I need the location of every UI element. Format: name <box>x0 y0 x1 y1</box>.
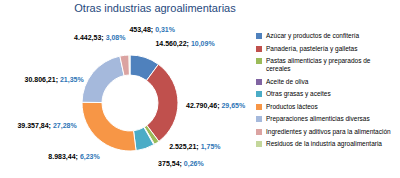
svg-text:2.525,21; 1,75%: 2.525,21; 1,75% <box>169 142 221 150</box>
html-text:Panadería, pastelería y gallet: Panadería, pastelería y galletas <box>266 44 358 52</box>
svg-text:30.806,21; 21,35%: 30.806,21; 21,35% <box>25 76 85 84</box>
svg-text:14.560,22; 10,09%: 14.560,22; 10,09% <box>155 39 215 47</box>
html-text:Ingredientes y aditivos para l: Ingredientes y aditivos para la alimenta… <box>266 127 391 135</box>
svg-text:4.442,53; 3,08%: 4.442,53; 3,08% <box>74 34 126 42</box>
html-text:Otras industrias agroalimentar: Otras industrias agroalimentarias <box>74 2 236 14</box>
html-text:Pastas alimenticias y preparad: Pastas alimenticias y preparados de cere… <box>266 57 371 72</box>
svg-text:8.983,44; 6,23%: 8.983,44; 6,23% <box>48 153 100 161</box>
html-text:Productos lácteos: Productos lácteos <box>266 102 318 110</box>
svg-text:39.357,84; 27,28%: 39.357,84; 27,28% <box>17 121 77 129</box>
html-text:Residuos de la industria agroa: Residuos de la industria agroalimentaria <box>266 140 382 147</box>
svg-text:453,48; 0,31%: 453,48; 0,31% <box>129 26 175 34</box>
html-text:Otras grasas y aceites: Otras grasas y aceites <box>266 90 331 97</box>
html-text:Preparaciones alimenticias div: Preparaciones alimenticias diversas <box>266 115 370 122</box>
html-text:Aceite de oliva: Aceite de oliva <box>266 77 309 85</box>
svg-text:42.790,46; 29,65%: 42.790,46; 29,65% <box>186 101 246 109</box>
html-text:Azúcar y productos de confiter: Azúcar y productos de confitería <box>266 32 360 39</box>
svg-text:375,54; 0,26%: 375,54; 0,26% <box>158 160 204 168</box>
